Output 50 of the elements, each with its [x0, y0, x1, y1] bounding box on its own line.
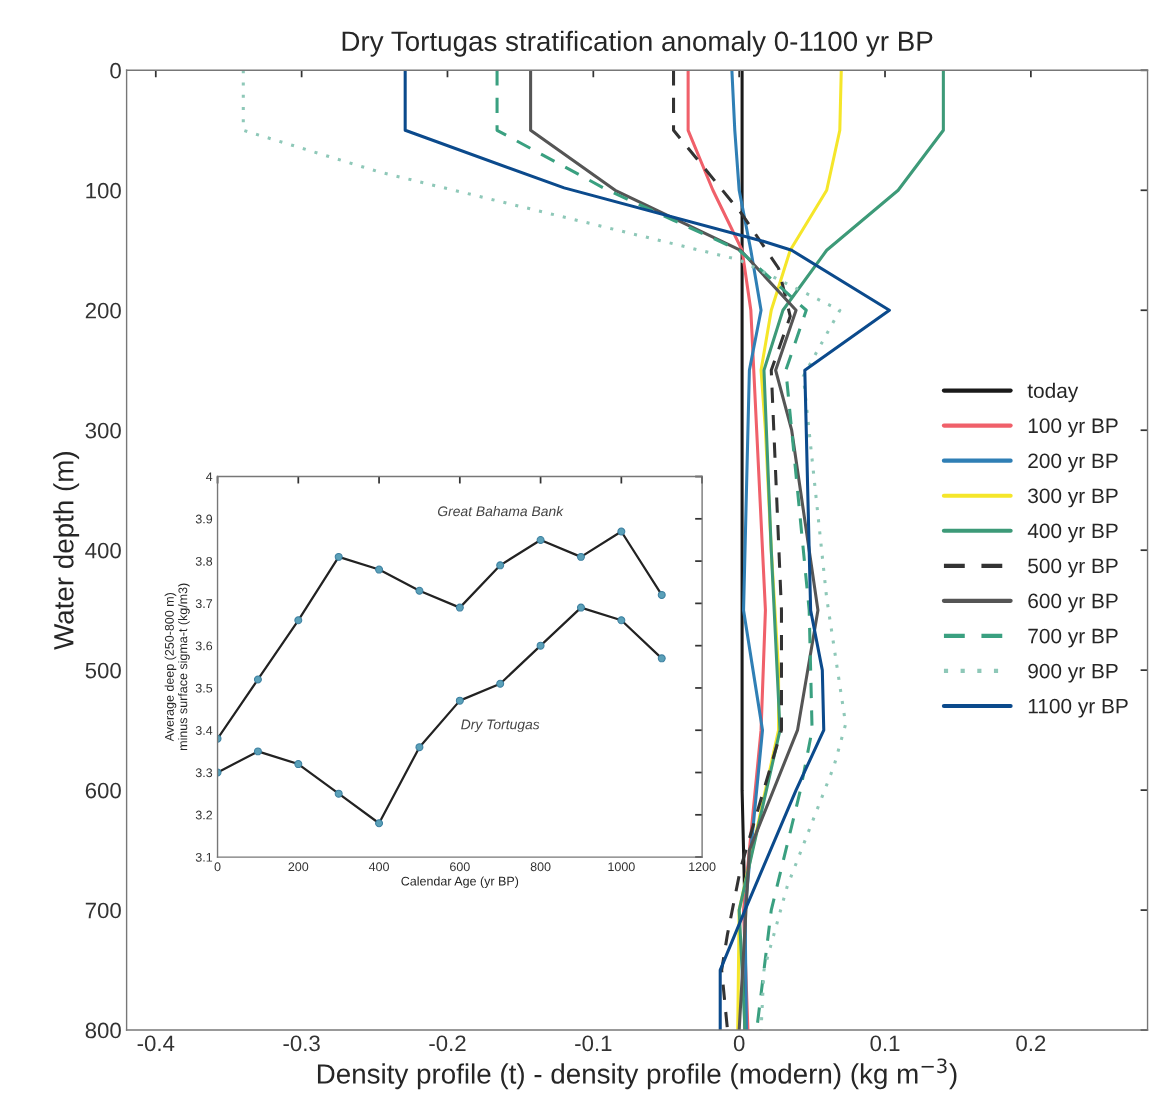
- x-axis-title: Calendar Age (yr BP): [401, 876, 519, 889]
- chart-title: Dry Tortugas stratification anomaly 0-1100 yr BP: [342, 30, 933, 57]
- y-tick-label: 600: [85, 782, 121, 799]
- legend-label: 600 yr BP: [1028, 593, 1118, 613]
- legend-label: today: [1027, 382, 1079, 403]
- y-axis-title: Water depth (m): [53, 452, 80, 650]
- y-tick-label: 700: [85, 902, 121, 919]
- x-tick-label: 1000: [608, 862, 635, 872]
- x-tick-label: 200: [288, 862, 309, 872]
- x-tick-label: -0.1: [575, 1035, 612, 1052]
- x-tick-label: 0: [214, 862, 221, 872]
- legend-label: 1100 yr BP: [1028, 698, 1128, 718]
- y-tick-label: 3.3: [195, 768, 213, 778]
- y-tick-label: 3.5: [195, 683, 213, 693]
- legend-label: 500 yr BP: [1028, 558, 1118, 578]
- y-tick-label: 3.7: [195, 599, 213, 609]
- x-tick-label: 0.2: [1016, 1035, 1046, 1052]
- series-label: Dry Tortugas: [461, 719, 540, 733]
- x-tick-label: 0.1: [870, 1035, 900, 1052]
- x-axis-title: Density profile (t) - density profile (modern) (kg m$^{−3}$): [317, 1058, 957, 1090]
- y-tick-label: 500: [85, 662, 121, 679]
- legend-label: 400 yr BP: [1027, 523, 1118, 543]
- y-tick-label: 4: [206, 472, 213, 482]
- legend-label: 100 yr BP: [1028, 418, 1118, 438]
- y-tick-label: 3.8: [195, 556, 213, 566]
- y-tick-label: 200: [85, 302, 121, 319]
- y-tick-label: 3.1: [195, 852, 213, 862]
- x-tick-label: 0: [733, 1035, 745, 1052]
- legend-label: 700 yr BP: [1028, 628, 1118, 648]
- y-tick-label: 800: [85, 1022, 121, 1039]
- y-tick-label: 3.2: [195, 810, 213, 820]
- legend-label: 900 yr BP: [1028, 663, 1118, 683]
- y-tick-label: 3.6: [195, 641, 213, 651]
- x-tick-label: -0.3: [283, 1035, 320, 1052]
- y-tick-label: 300: [85, 422, 121, 439]
- y-axis-title: Average deep (250-800 m) minus surface sigma-t (kg/m3): [164, 583, 190, 751]
- text: Great Bahama Bank: [437, 506, 564, 517]
- x-tick-label: 400: [368, 862, 389, 872]
- y-tick-label: 3.4: [195, 726, 213, 735]
- x-tick-label: 800: [530, 862, 551, 872]
- x-tick-label: -0.2: [429, 1035, 466, 1052]
- x-tick-label: 1200: [689, 862, 716, 872]
- legend-label: 200 yr BP: [1028, 453, 1118, 473]
- y-tick-label: 400: [85, 542, 121, 559]
- y-tick-label: 0: [110, 62, 121, 79]
- x-tick-label: -0.4: [137, 1035, 175, 1052]
- y-tick-label: 100: [86, 182, 121, 199]
- legend-label: 300 yr BP: [1028, 488, 1118, 508]
- y-tick-label: 3.9: [195, 514, 213, 524]
- x-tick-label: 600: [450, 862, 470, 872]
